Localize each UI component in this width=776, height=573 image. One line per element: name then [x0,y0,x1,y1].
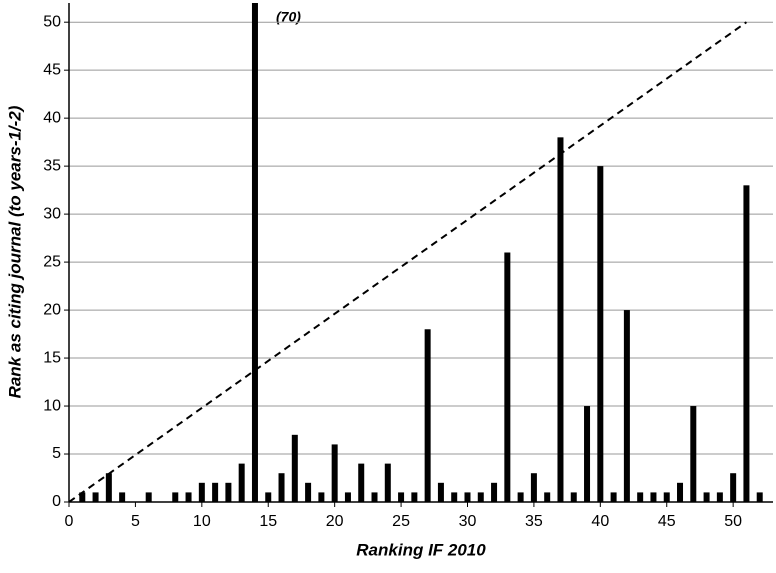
bar [198,482,205,502]
bar [119,492,126,502]
y-tick-label: 25 [43,253,61,270]
bar [557,137,564,502]
y-axis-title: Rank as citing journal (to years-1/-2) [5,105,24,398]
bar [305,482,312,502]
x-tick-label: 0 [65,513,74,530]
bar [491,482,498,502]
y-tick-label: 15 [43,349,61,366]
reference-line [69,21,748,502]
bar [703,492,710,502]
bar [344,492,351,502]
bar [358,463,365,502]
y-tick-label: 40 [43,109,61,126]
bar [251,3,258,502]
y-tick-label: 5 [52,445,61,462]
y-tick-label: 45 [43,61,61,78]
bar [411,492,418,502]
bar [105,473,112,502]
bar [265,492,272,502]
bar [464,492,471,502]
x-tick-label: 45 [658,513,676,530]
bar [570,492,577,502]
bar [623,310,630,502]
y-tick-label: 10 [43,397,61,414]
bar [743,185,750,502]
bar [504,252,511,502]
bar [756,492,763,502]
bar [371,492,378,502]
y-tick-label: 50 [43,13,61,30]
x-tick-label: 10 [193,513,211,530]
bar [597,166,604,502]
bar [530,473,537,502]
bar [610,492,617,502]
x-tick-label: 20 [326,513,344,530]
y-tick-label: 20 [43,301,61,318]
x-tick-label: 50 [724,513,742,530]
bar [331,444,338,502]
y-tick-label: 0 [52,493,61,510]
annotation: (70) [276,9,301,25]
bar [730,473,737,502]
y-tick-label: 35 [43,157,61,174]
bar [677,482,684,502]
bar [637,492,644,502]
bar [584,406,591,502]
bar [663,492,670,502]
bar [225,482,232,502]
x-tick-label: 5 [131,513,140,530]
y-tick-label: 30 [43,205,61,222]
bar [544,492,551,502]
bar [398,492,405,502]
plot-area [69,3,763,502]
bar [477,492,484,502]
bar [278,473,285,502]
bar [291,434,298,502]
x-tick-label: 40 [591,513,609,530]
bar [238,463,245,502]
x-axis-title: Ranking IF 2010 [356,540,486,559]
bar [384,463,391,502]
bar [451,492,458,502]
bar [318,492,325,502]
x-tick-label: 30 [459,513,477,530]
bar [424,329,431,502]
bar [212,482,219,502]
bar [145,492,152,502]
bar [650,492,657,502]
x-tick-label: 15 [259,513,277,530]
bar [517,492,524,502]
bar [437,482,444,502]
bar [716,492,723,502]
bar [172,492,179,502]
bar [690,406,697,502]
bar [185,492,192,502]
x-tick-label: 25 [392,513,410,530]
bar [79,492,86,502]
x-tick-label: 35 [525,513,543,530]
bar [92,492,99,502]
